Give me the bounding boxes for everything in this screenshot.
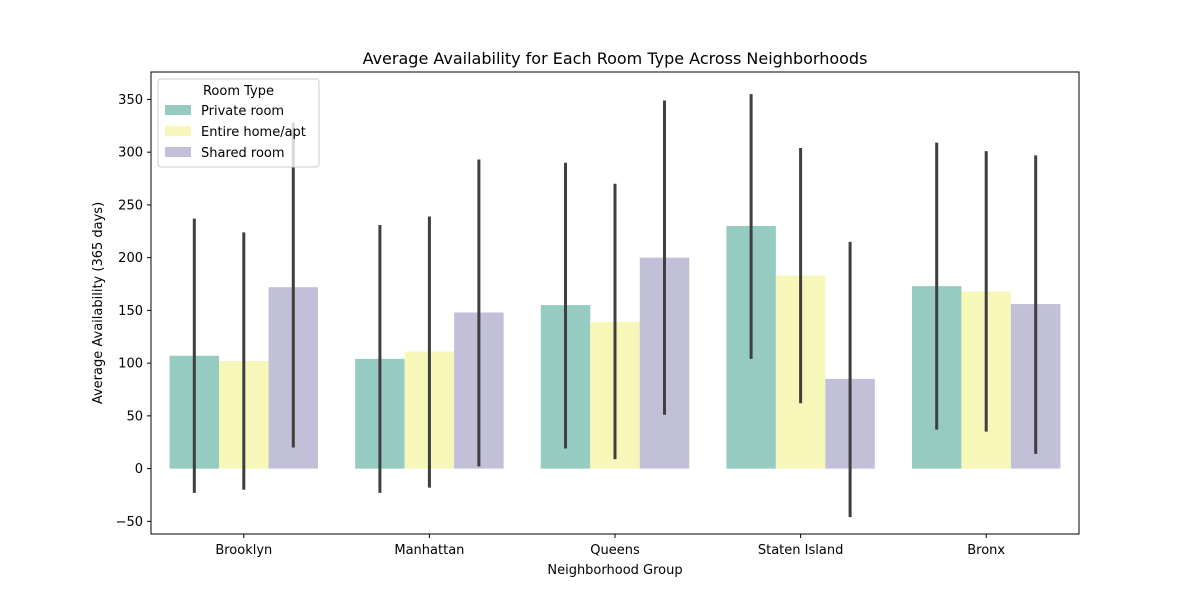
legend-title: Room Type bbox=[203, 84, 274, 99]
legend-label: Private room bbox=[201, 104, 284, 119]
y-tick-label: −50 bbox=[116, 515, 143, 530]
y-tick-label: 150 bbox=[118, 304, 143, 319]
x-axis-label: Neighborhood Group bbox=[547, 563, 682, 578]
legend-swatch bbox=[165, 126, 191, 136]
y-tick-label: 50 bbox=[126, 409, 143, 424]
y-tick-label: 300 bbox=[118, 146, 143, 161]
y-axis-label: Average Availability (365 days) bbox=[91, 202, 106, 404]
legend: Room Type Private room Entire home/apt Shar… bbox=[157, 78, 320, 168]
x-axis: Brooklyn Manhattan Queens Staten Island Bron… bbox=[215, 534, 1005, 558]
y-tick-label: 0 bbox=[135, 462, 143, 477]
x-tick-label: Manhattan bbox=[394, 543, 464, 558]
x-tick-label: Staten Island bbox=[758, 543, 843, 558]
x-tick-label: Bronx bbox=[967, 543, 1005, 558]
legend-label: Shared room bbox=[201, 146, 285, 161]
y-tick-label: 100 bbox=[118, 357, 143, 372]
chart-title: Average Availability for Each Room Type … bbox=[363, 49, 868, 68]
y-tick-label: 200 bbox=[118, 251, 143, 266]
y-axis: −50 0 50 100 150 200 250 300 350 bbox=[116, 93, 151, 530]
error-bars-layer bbox=[192, 94, 1038, 518]
legend-swatch bbox=[165, 147, 191, 157]
y-tick-label: 250 bbox=[118, 198, 143, 213]
x-tick-label: Queens bbox=[590, 543, 640, 558]
legend-swatch bbox=[165, 105, 191, 115]
legend-frame bbox=[157, 78, 320, 168]
legend-label: Entire home/apt bbox=[201, 125, 306, 140]
x-tick-label: Brooklyn bbox=[215, 543, 272, 558]
y-tick-label: 350 bbox=[118, 93, 143, 108]
